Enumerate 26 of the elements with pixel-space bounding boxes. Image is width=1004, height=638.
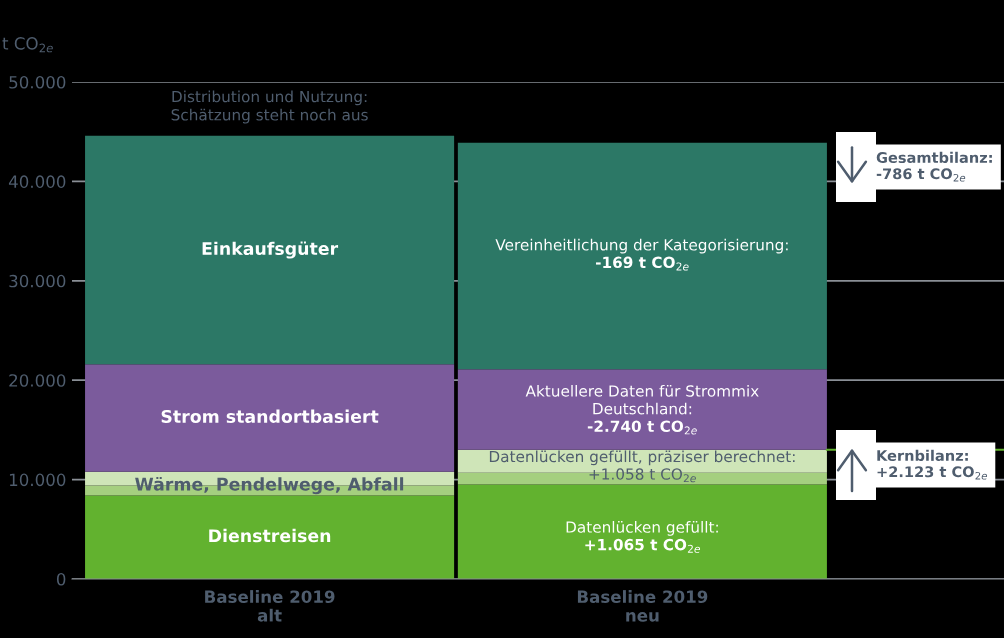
x-tick-label: Baseline 2019 neu — [577, 590, 708, 622]
bar — [85, 364, 455, 472]
bar — [85, 135, 455, 365]
y-tick-label: 40.000 — [8, 175, 66, 188]
bar — [85, 495, 455, 579]
annotation: Aktuellere Daten für Strommix Deutschland: -2.740 t CO$_{2e}$ — [525, 384, 759, 435]
series-label: Dienstreisen — [209, 528, 331, 543]
y-tick-label: 0 — [56, 572, 66, 586]
bar — [457, 369, 827, 450]
y-tick-label: 10.000 — [9, 473, 66, 487]
y-axis-title: t CO$_{2e}$ — [2, 37, 53, 53]
annotation: Datenlücken gefüllt: +1.065 t CO$_{2e}$ — [566, 521, 718, 553]
x-tick-label: Baseline 2019 alt — [205, 590, 335, 622]
annotation: Vereinheitlichung der Kategorisierung: -169 t CO$_{2e}$ — [495, 238, 788, 271]
series-label: Strom standortbasiert — [161, 409, 379, 424]
annotation: Datenlücken gefüllt, präziser berechnet: +1.058 t CO$_{2e}$ — [489, 450, 795, 483]
y-tick-label: 30.000 — [9, 274, 66, 288]
bar — [457, 142, 827, 370]
series-label: Einkaufsgüter — [202, 241, 339, 259]
annotation: Kernbilanz: +2.123 t CO$_{2e}$ — [877, 449, 988, 480]
y-tick-label: 50.000 — [9, 75, 66, 89]
series-label: Wärme, Pendelwege, Abfall — [135, 476, 404, 495]
bar — [457, 484, 827, 579]
annotation: Gesamtbilanz: -786 t CO$_{2e}$ — [876, 151, 992, 182]
annotation: Distribution und Nutzung: Schätzung steht noch aus — [171, 90, 368, 124]
y-tick-label: 20.000 — [9, 374, 66, 387]
